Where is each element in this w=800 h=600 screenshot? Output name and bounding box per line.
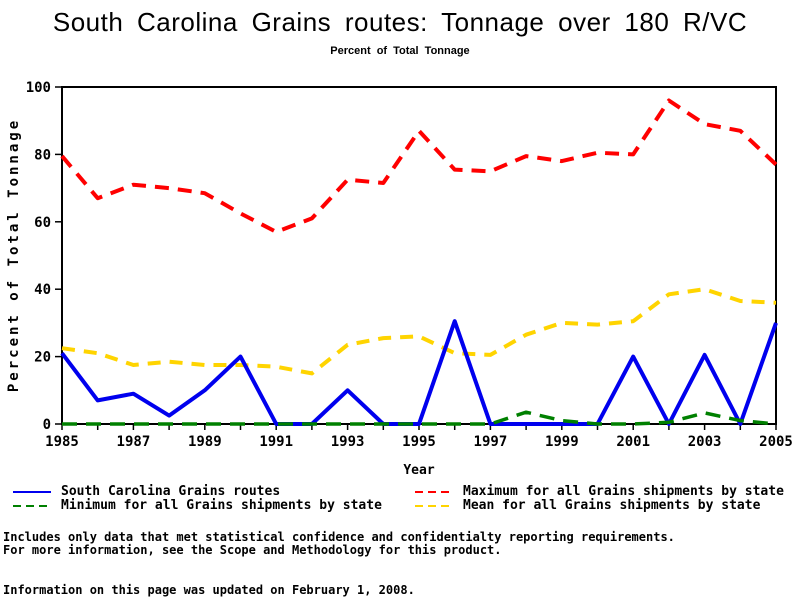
x-tick-label: 1987 (117, 434, 151, 450)
footnote-updated-date: Information on this page was updated on … (3, 583, 415, 597)
legend-swatch-green-dashed-icon (13, 505, 51, 507)
chart-subtitle: Percent of Total Tonnage (330, 45, 470, 57)
legend-item-south-carolina: South Carolina Grains routes (12, 485, 280, 499)
x-tick-label: 1993 (331, 434, 365, 450)
chart-title: South Carolina Grains routes: Tonnage ov… (52, 7, 748, 37)
series-maximum-line (60, 98, 778, 234)
legend-label: Mean for all Grains shipments by state (463, 498, 761, 513)
x-tick-label: 1985 (45, 434, 79, 450)
y-tick-label: 20 (34, 350, 51, 366)
legend-item-maximum: Maximum for all Grains shipments by stat… (414, 485, 784, 499)
footnote-methodology: For more information, see the Scope and … (3, 543, 502, 557)
legend-swatch-blue-solid-icon (13, 491, 51, 493)
x-tick-label: 2005 (759, 434, 793, 450)
series-south-carolina-line (60, 319, 778, 426)
y-tick-label: 80 (34, 147, 51, 163)
legend-label: South Carolina Grains routes (61, 484, 281, 499)
legend-label: Minimum for all Grains shipments by stat… (61, 498, 382, 513)
y-axis-title: Percent of Total Tonnage (6, 118, 22, 392)
y-tick-label: 0 (43, 417, 51, 433)
x-tick-label: 1997 (474, 434, 508, 450)
x-tick-label: 1999 (545, 434, 579, 450)
series-mean-line (61, 287, 777, 376)
y-tick-label: 60 (34, 215, 51, 231)
legend-item-mean: Mean for all Grains shipments by state (414, 499, 760, 513)
x-axis-title: Year (403, 463, 435, 478)
x-tick-label: 2003 (688, 434, 722, 450)
axis-ticks: 1985 1987 1989 1991 1993 1995 1997 1999 2001 2003… (26, 80, 793, 450)
x-tick-label: 1989 (188, 434, 222, 450)
footnote-confidentiality: Includes only data that met statistical … (3, 530, 675, 544)
y-tick-label: 100 (26, 80, 51, 96)
legend-swatch-red-dashed-icon (415, 491, 453, 493)
plot-frame (61, 86, 777, 425)
x-tick-label: 1995 (402, 434, 436, 450)
legend-label: Maximum for all Grains shipments by stat… (463, 484, 784, 499)
legend-swatch-yellow-dashed-icon (415, 505, 453, 507)
x-tick-label: 1991 (259, 434, 293, 450)
x-tick-label: 2001 (616, 434, 650, 450)
y-tick-label: 40 (34, 282, 51, 298)
legend-item-minimum: Minimum for all Grains shipments by stat… (12, 499, 382, 513)
